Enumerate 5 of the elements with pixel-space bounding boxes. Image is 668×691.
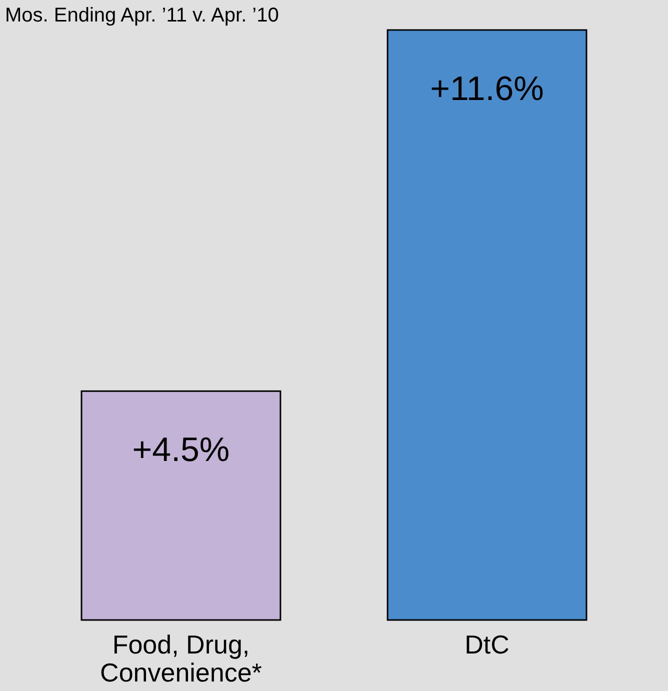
x-tick-label: Food, Drug, Convenience*	[100, 630, 262, 688]
data-label: +4.5%	[132, 431, 230, 470]
data-label: +11.6%	[430, 70, 544, 108]
chart-title: Mos. Ending Apr. ’11 v. Apr. ’10	[5, 4, 279, 26]
x-tick-label: DtC	[464, 630, 510, 660]
